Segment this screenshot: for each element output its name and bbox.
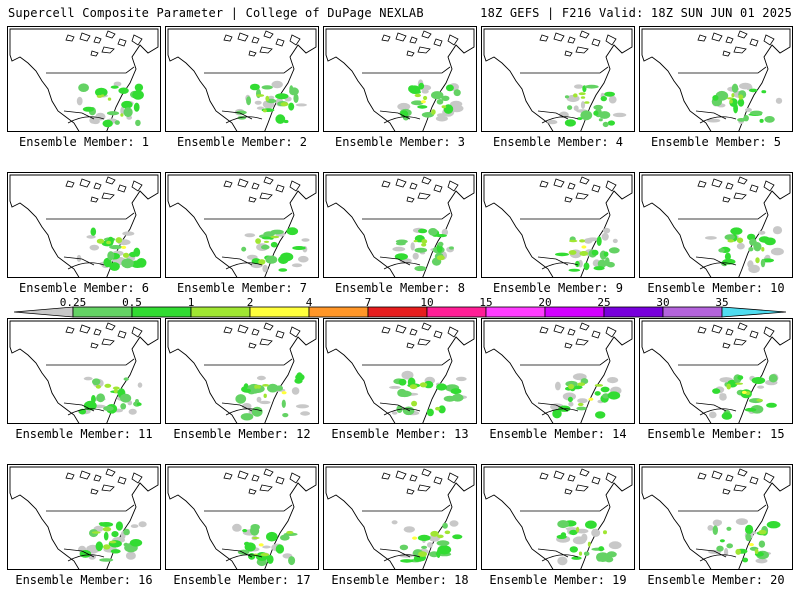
color-scale-tick-label: 35 <box>715 296 729 309</box>
ensemble-member-label: Ensemble Member: 9 <box>492 281 624 295</box>
ensemble-map-panel <box>165 26 319 132</box>
ensemble-member-label: Ensemble Member: 2 <box>176 135 308 149</box>
ensemble-member-label: Ensemble Member: 5 <box>650 135 782 149</box>
color-scale-tick-label: 0.5 <box>122 296 142 309</box>
ensemble-map-panel <box>7 172 161 278</box>
ensemble-member-label: Ensemble Member: 15 <box>647 427 785 441</box>
ensemble-member-label: Ensemble Member: 10 <box>647 281 785 295</box>
color-scale-tick-label: 15 <box>479 296 493 309</box>
color-scale-tick-label: 20 <box>538 296 552 309</box>
ensemble-map-panel <box>7 318 161 424</box>
ensemble-map-panel <box>639 464 793 570</box>
color-scale-tick-label: 0.25 <box>59 296 87 309</box>
ensemble-member-label: Ensemble Member: 19 <box>489 573 627 587</box>
color-scale-bar <box>14 306 786 318</box>
map-title: Supercell Composite Parameter | College … <box>8 6 424 20</box>
ensemble-map-panel <box>481 464 635 570</box>
color-scale-tick-label: 30 <box>656 296 670 309</box>
ensemble-map-panel <box>323 172 477 278</box>
ensemble-map-panel <box>165 318 319 424</box>
ensemble-member-label: Ensemble Member: 6 <box>18 281 150 295</box>
color-scale-tick-label: 10 <box>420 296 434 309</box>
ensemble-map-panel <box>7 464 161 570</box>
ensemble-map-panel <box>639 172 793 278</box>
ensemble-map-panel <box>323 26 477 132</box>
ensemble-member-label: Ensemble Member: 11 <box>15 427 153 441</box>
ensemble-member-label: Ensemble Member: 20 <box>647 573 785 587</box>
ensemble-member-label: Ensemble Member: 16 <box>15 573 153 587</box>
color-scale-tick-label: 25 <box>597 296 611 309</box>
ensemble-map-panel <box>165 172 319 278</box>
ensemble-member-label: Ensemble Member: 18 <box>331 573 469 587</box>
ensemble-map-panel <box>165 464 319 570</box>
ensemble-map-panel <box>323 464 477 570</box>
color-scale-tick-label: 1 <box>187 296 195 309</box>
ensemble-map-panel <box>639 318 793 424</box>
ensemble-member-label: Ensemble Member: 8 <box>334 281 466 295</box>
ensemble-member-label: Ensemble Member: 4 <box>492 135 624 149</box>
ensemble-map-panel <box>481 318 635 424</box>
color-scale-tick-label: 2 <box>246 296 254 309</box>
ensemble-map-panel <box>481 26 635 132</box>
ensemble-member-label: Ensemble Member: 12 <box>173 427 311 441</box>
ensemble-member-label: Ensemble Member: 3 <box>334 135 466 149</box>
ensemble-member-label: Ensemble Member: 17 <box>173 573 311 587</box>
ensemble-map-panel <box>639 26 793 132</box>
ensemble-member-label: Ensemble Member: 7 <box>176 281 308 295</box>
ensemble-map-panel <box>7 26 161 132</box>
color-scale-tick-label: 4 <box>305 296 313 309</box>
ensemble-member-label: Ensemble Member: 1 <box>18 135 150 149</box>
ensemble-map-panel <box>481 172 635 278</box>
ensemble-map-panel <box>323 318 477 424</box>
ensemble-member-label: Ensemble Member: 14 <box>489 427 627 441</box>
run-valid-time: 18Z GEFS | F216 Valid: 18Z SUN JUN 01 20… <box>480 6 792 20</box>
color-scale-tick-label: 7 <box>364 296 372 309</box>
ensemble-member-label: Ensemble Member: 13 <box>331 427 469 441</box>
